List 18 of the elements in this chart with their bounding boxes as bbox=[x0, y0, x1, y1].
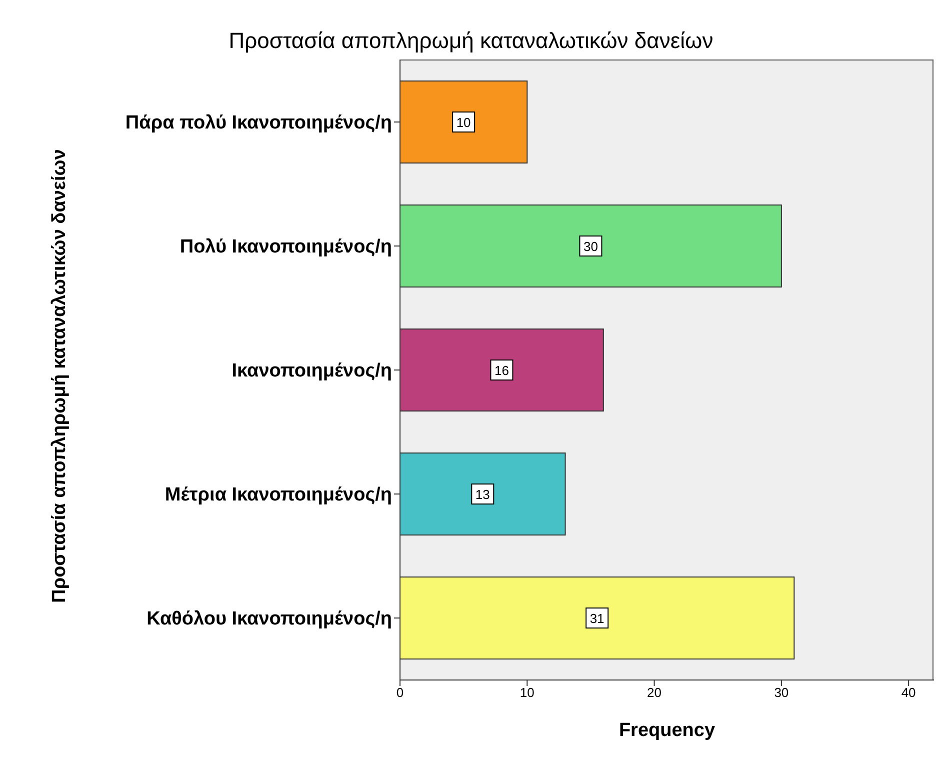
x-tick-label: 0 bbox=[396, 685, 404, 700]
data-label: 16 bbox=[494, 363, 509, 378]
data-label: 31 bbox=[590, 611, 604, 626]
x-tick-label: 30 bbox=[774, 685, 789, 700]
y-tick-label: Μέτρια Ικανοποιημένος/η bbox=[164, 484, 392, 506]
y-tick-label: Καθόλου Ικανοποιημένος/η bbox=[146, 608, 392, 630]
data-label: 10 bbox=[456, 115, 471, 130]
y-tick-label: Ικανοποιημένος/η bbox=[232, 360, 392, 382]
x-tick-label: 40 bbox=[901, 685, 916, 700]
data-label: 13 bbox=[475, 487, 490, 502]
y-axis-title: Προστασία αποπληρωμή καταναλωτικών δανείων bbox=[49, 149, 71, 603]
chart-title: Προστασία αποπληρωμή καταναλωτικών δανείων bbox=[228, 28, 714, 54]
x-tick-label: 20 bbox=[647, 685, 662, 700]
x-tick-label: 10 bbox=[520, 685, 534, 700]
y-tick-label: Πάρα πολύ Ικανοποιημένος/η bbox=[125, 112, 392, 134]
data-label: 30 bbox=[583, 239, 598, 254]
x-axis-title: Frequency bbox=[618, 720, 716, 742]
y-tick-label: Πολύ Ικανοποιημένος/η bbox=[180, 236, 392, 258]
